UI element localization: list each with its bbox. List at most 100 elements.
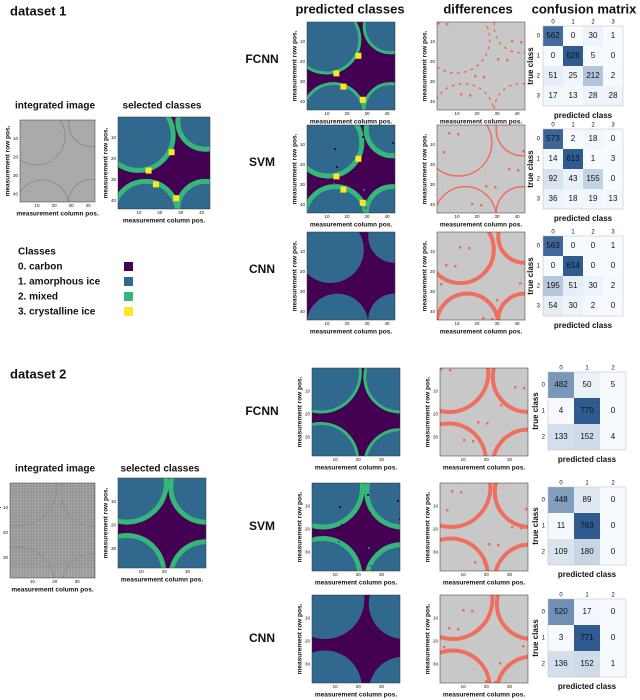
speckle: [397, 500, 399, 502]
cm-cell: [574, 487, 600, 513]
x-axis-label: measurement column pos.: [440, 119, 523, 126]
cm-cell: [543, 149, 563, 169]
cm-y-label: true class: [526, 257, 535, 295]
region: [118, 178, 180, 209]
cm-value: 0: [611, 261, 616, 270]
x-tick-label: 30: [379, 572, 385, 577]
cm-value: 4: [559, 406, 564, 415]
y-tick-label: 10: [300, 249, 306, 254]
cm-row-index: 2: [542, 550, 546, 556]
cm-cell: [548, 372, 574, 398]
cm-value: 2: [611, 281, 616, 290]
map-panel: [440, 595, 528, 683]
map-panel: [437, 125, 525, 213]
y-tick-label: 40: [430, 202, 436, 207]
x-tick-label: 30: [379, 684, 385, 689]
cm-cell: [543, 86, 563, 106]
cm-cell: [574, 651, 600, 677]
diff-pixel: [437, 22, 440, 25]
frame: [439, 367, 529, 457]
diff-ring: [495, 125, 525, 157]
cm-col-index: 2: [591, 20, 595, 26]
x-tick-label: 20: [474, 111, 480, 116]
y-tick-label: 40: [430, 309, 436, 314]
cm-frame: [542, 235, 624, 317]
speckle: [339, 506, 341, 508]
x-tick-label: 20: [344, 111, 350, 116]
cm-cell: [563, 189, 583, 209]
cm-cell: [574, 539, 600, 565]
y-tick-label: 30: [300, 289, 306, 294]
cm-cell: [548, 599, 574, 625]
y-tick-label: 10: [3, 505, 9, 510]
region: [312, 535, 363, 571]
y-axis-label: measurement row pos.: [292, 133, 299, 204]
diff-ring: [437, 291, 500, 320]
y-tick-label: 30: [430, 79, 436, 84]
map-panel: [440, 483, 528, 571]
y-tick-label: 10: [111, 499, 117, 504]
cm-frame: [542, 25, 624, 107]
x-tick-label: 10: [324, 111, 330, 116]
y-tick-label: 20: [300, 162, 306, 167]
frame: [436, 124, 526, 214]
x-tick-label: 30: [494, 214, 500, 219]
region: [365, 542, 400, 571]
diff-pixel: [486, 422, 489, 425]
y-tick-label: 10: [300, 39, 306, 44]
diff-pixel: [522, 150, 525, 153]
cm-value: 18: [569, 194, 578, 203]
speckle: [363, 189, 365, 191]
x-tick-label: 20: [162, 569, 168, 574]
cm-col-index: 3: [611, 123, 615, 129]
region: [312, 595, 365, 639]
cm-col-index: 2: [591, 123, 595, 129]
cm-col-index: 0: [551, 123, 555, 129]
ring: [68, 179, 95, 202]
x-tick-label: 30: [507, 457, 513, 462]
cm-row-index: 0: [537, 34, 541, 40]
cm-value: 626: [566, 51, 580, 60]
cm-row-index: 3: [537, 304, 541, 310]
cm-col-index: 2: [611, 366, 615, 372]
speckle: [333, 183, 335, 185]
x-tick-label: 40: [199, 210, 205, 215]
legend-label: 0. carbon: [18, 262, 62, 273]
diff-pixel: [511, 40, 514, 43]
cm-value: 1: [611, 659, 616, 668]
diff-pixel: [500, 404, 503, 407]
y-tick-label: 30: [430, 289, 436, 294]
diff-pixel: [472, 440, 475, 443]
diff-pixel: [448, 132, 451, 135]
x-tick-label: 30: [494, 111, 500, 116]
diff-ring: [496, 232, 525, 265]
region: [118, 478, 169, 525]
x-axis-label: measurement column pos.: [11, 587, 94, 594]
diff-pixel: [443, 151, 446, 154]
region: [168, 478, 206, 525]
x-tick-label: 10: [454, 321, 460, 326]
column-header: differences: [443, 1, 512, 16]
dataset-title: dataset 2: [10, 366, 66, 381]
frame: [311, 482, 401, 572]
cm-cell: [574, 599, 600, 625]
cm-frame: [547, 598, 627, 678]
diff-ring: [437, 185, 497, 213]
diff-ring: [440, 421, 488, 456]
x-tick-label: 10: [461, 572, 467, 577]
region: [307, 184, 369, 213]
diff-pixel: [454, 265, 457, 268]
speckle: [369, 512, 371, 514]
dataset-title: dataset 1: [10, 3, 66, 18]
y-tick-label: 20: [305, 527, 311, 532]
cm-value: 0: [611, 174, 616, 183]
diff-pixel: [522, 645, 525, 648]
region: [175, 117, 210, 152]
crystal: [359, 96, 366, 103]
y-tick-label: 30: [305, 662, 311, 667]
diff-ring: [440, 595, 495, 641]
cm-y-label: true class: [526, 150, 535, 188]
cm-value: 13: [609, 194, 618, 203]
cm-cell: [574, 513, 600, 539]
y-tick-label: 10: [433, 615, 439, 620]
